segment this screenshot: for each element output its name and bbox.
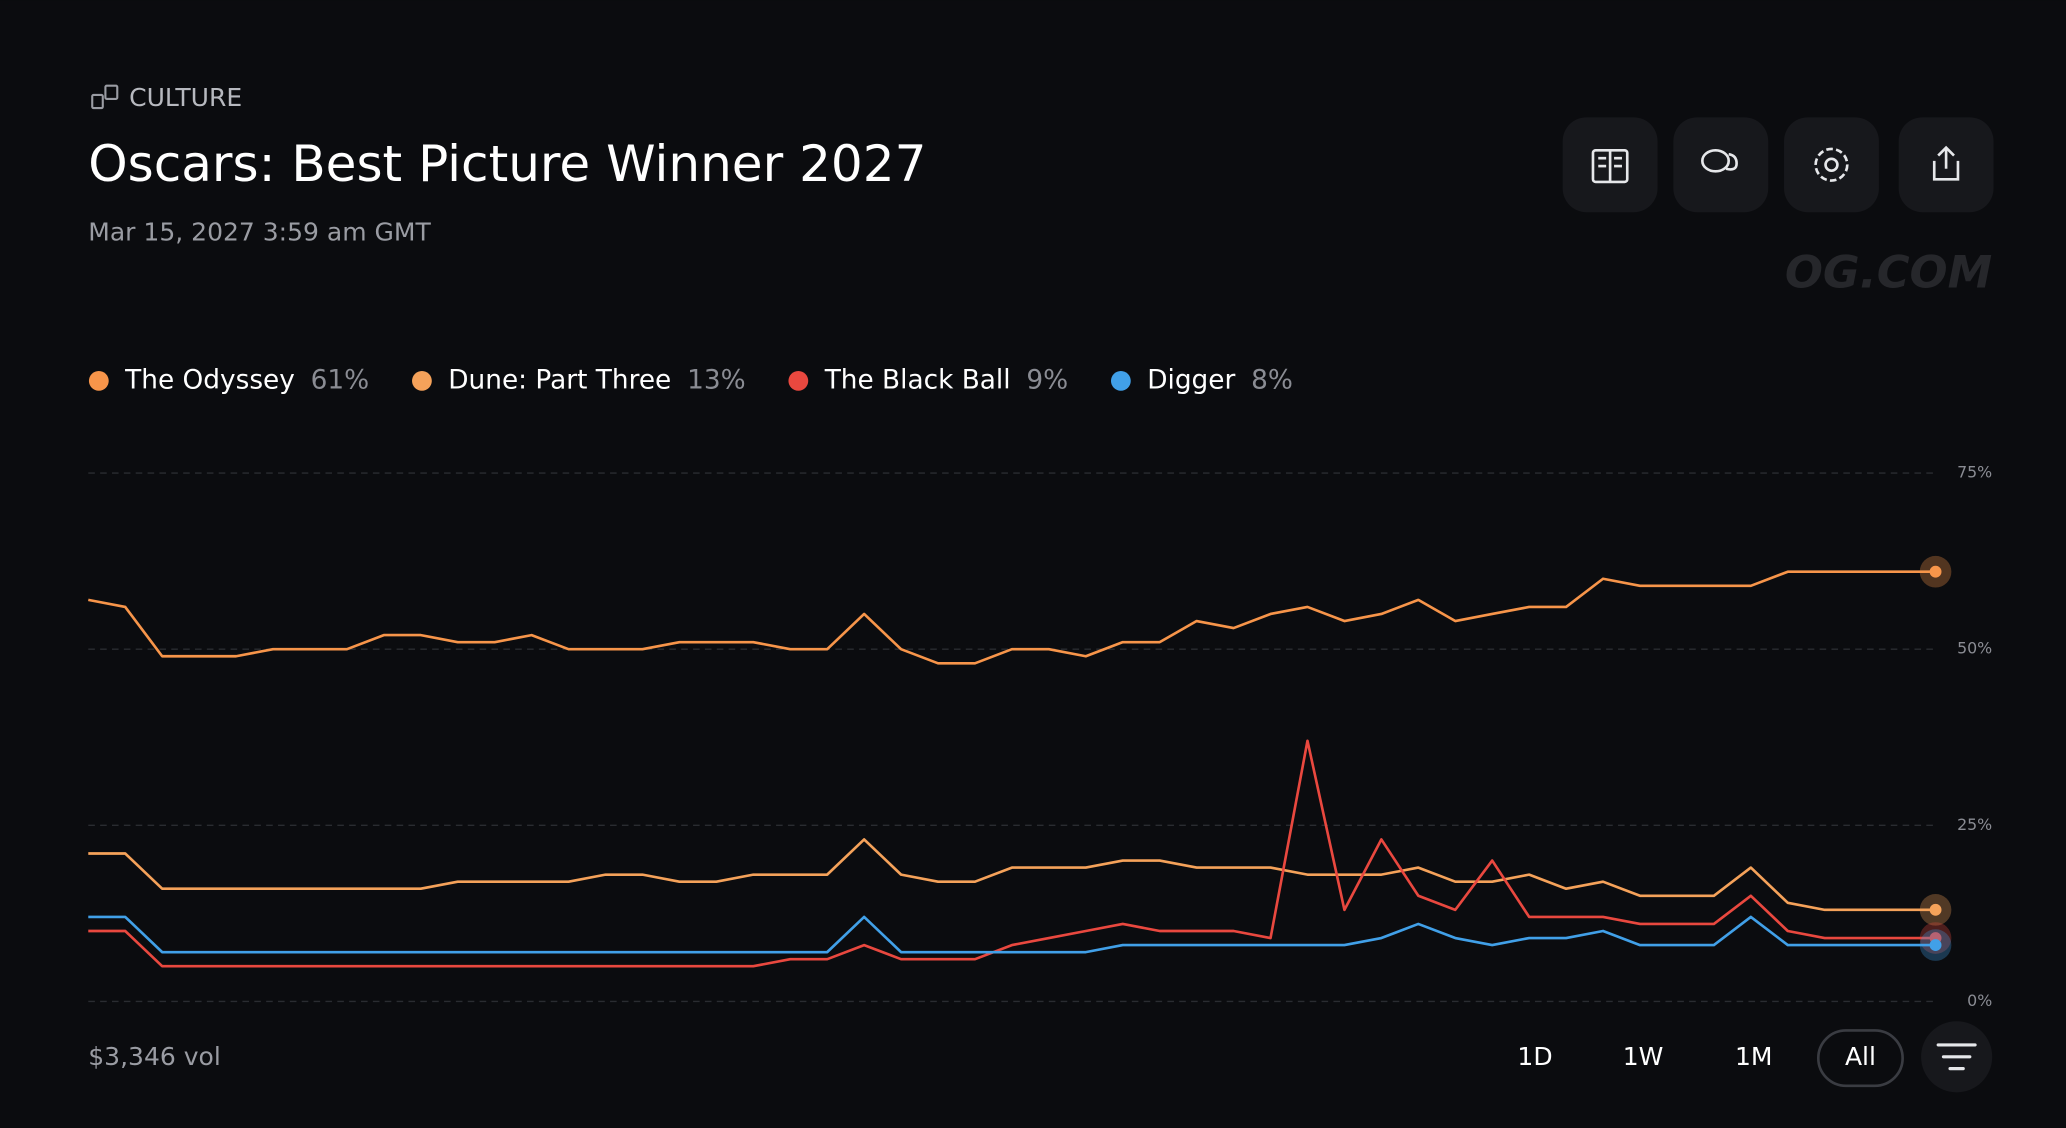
legend: The Odyssey 61% Dune: Part Three 13% The Bla… [88, 365, 1293, 395]
range-buttons: 1D 1W 1M All [1517, 1029, 1904, 1088]
legend-dot [412, 370, 432, 391]
legend-value: 9% [1026, 365, 1068, 395]
plot: 0% 25% 50% 75% [88, 463, 1992, 1010]
legend-value: 61% [311, 365, 370, 395]
series-line [88, 739, 1936, 968]
legend-name: Dune: Part Three [448, 365, 671, 395]
series-line [88, 915, 1936, 954]
end-dot [1929, 903, 1942, 916]
legend-dot [788, 370, 809, 391]
end-dot [1929, 565, 1942, 578]
share-button[interactable] [1898, 117, 1994, 213]
title: Oscars: Best Picture Winner 2027 [88, 135, 926, 193]
action-buttons [1562, 117, 1994, 213]
filter-button[interactable] [1921, 1021, 1993, 1093]
legend-name: Digger [1147, 365, 1235, 395]
range-selected [1816, 1029, 1904, 1088]
y-tick-label: 0% [1967, 991, 1992, 1010]
comments-button[interactable] [1673, 117, 1769, 213]
series-line [88, 838, 1936, 912]
range-button[interactable]: 1M [1735, 1042, 1773, 1071]
range-button[interactable]: 1W [1623, 1042, 1664, 1071]
volume: $3,346 vol [88, 1042, 221, 1071]
end-dot [1929, 939, 1942, 952]
watermark: OG.COM [1785, 245, 1992, 298]
legend-value: 8% [1251, 365, 1293, 395]
category-icon [91, 84, 119, 110]
legend-dot [88, 370, 109, 391]
y-tick-label: 75% [1957, 463, 1992, 482]
category: CULTURE [129, 83, 242, 112]
date: Mar 15, 2027 3:59 am GMT [88, 217, 431, 246]
legend-name: The Odyssey [124, 365, 295, 395]
legend-value: 13% [687, 365, 746, 395]
range-button[interactable]: 1D [1517, 1042, 1552, 1071]
y-tick-label: 50% [1957, 639, 1992, 658]
legend-dot [1110, 370, 1131, 391]
legend-name: The Black Ball [824, 365, 1011, 395]
range-button[interactable]: All [1845, 1042, 1876, 1071]
settings-button[interactable] [1784, 117, 1879, 213]
y-tick-label: 25% [1957, 815, 1992, 834]
series-line [88, 570, 1936, 665]
rules-button[interactable] [1562, 117, 1658, 213]
